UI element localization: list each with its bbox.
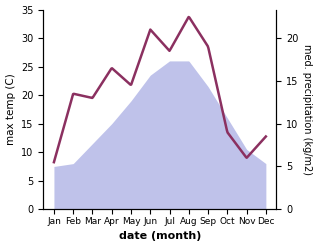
X-axis label: date (month): date (month)	[119, 231, 201, 242]
Y-axis label: max temp (C): max temp (C)	[5, 74, 16, 145]
Y-axis label: med. precipitation (kg/m2): med. precipitation (kg/m2)	[302, 44, 313, 175]
